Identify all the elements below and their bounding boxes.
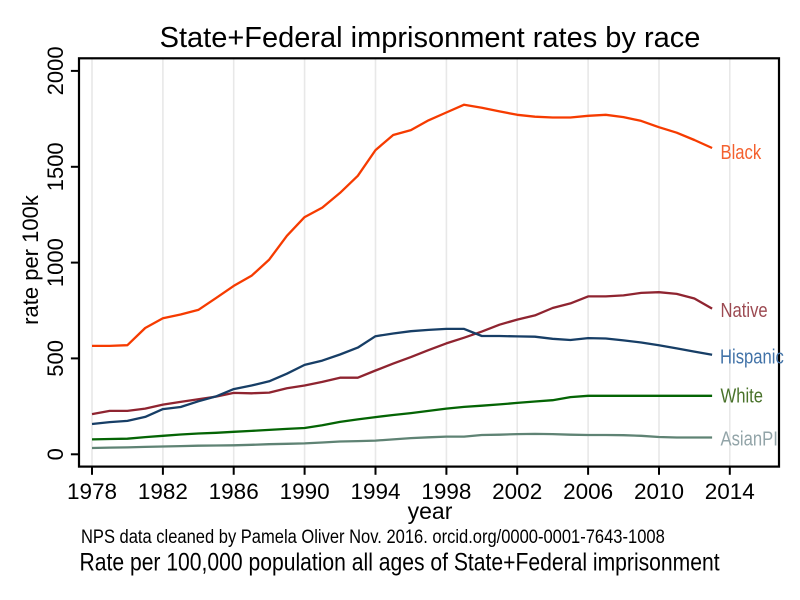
svg-text:500: 500	[43, 340, 68, 377]
svg-text:1994: 1994	[350, 479, 400, 504]
svg-text:1000: 1000	[43, 238, 68, 287]
svg-text:1978: 1978	[67, 479, 117, 504]
svg-text:2014: 2014	[705, 479, 755, 504]
svg-text:2010: 2010	[634, 479, 684, 504]
svg-text:Black: Black	[721, 140, 762, 163]
svg-text:1990: 1990	[280, 479, 330, 504]
svg-text:NPS data cleaned by Pamela Oli: NPS data cleaned by Pamela Oliver Nov. 2…	[81, 526, 665, 547]
svg-text:State+Federal imprisonment rat: State+Federal imprisonment rates by race	[160, 22, 701, 54]
svg-text:1500: 1500	[43, 142, 68, 191]
svg-text:2002: 2002	[492, 479, 542, 504]
svg-text:Native: Native	[721, 299, 768, 322]
svg-text:AsianPI: AsianPI	[721, 427, 778, 450]
svg-text:Rate per 100,000 population al: Rate per 100,000 population all ages of …	[80, 548, 721, 576]
svg-text:year: year	[408, 498, 453, 524]
svg-text:Hispanic: Hispanic	[720, 345, 784, 368]
svg-text:2006: 2006	[563, 479, 613, 504]
svg-text:rate per 100k: rate per 100k	[18, 194, 43, 325]
svg-text:1986: 1986	[209, 479, 259, 504]
svg-text:2000: 2000	[43, 46, 68, 95]
svg-text:0: 0	[43, 448, 68, 460]
svg-text:1998: 1998	[421, 479, 471, 504]
svg-text:White: White	[721, 384, 764, 407]
svg-text:1982: 1982	[138, 479, 188, 504]
